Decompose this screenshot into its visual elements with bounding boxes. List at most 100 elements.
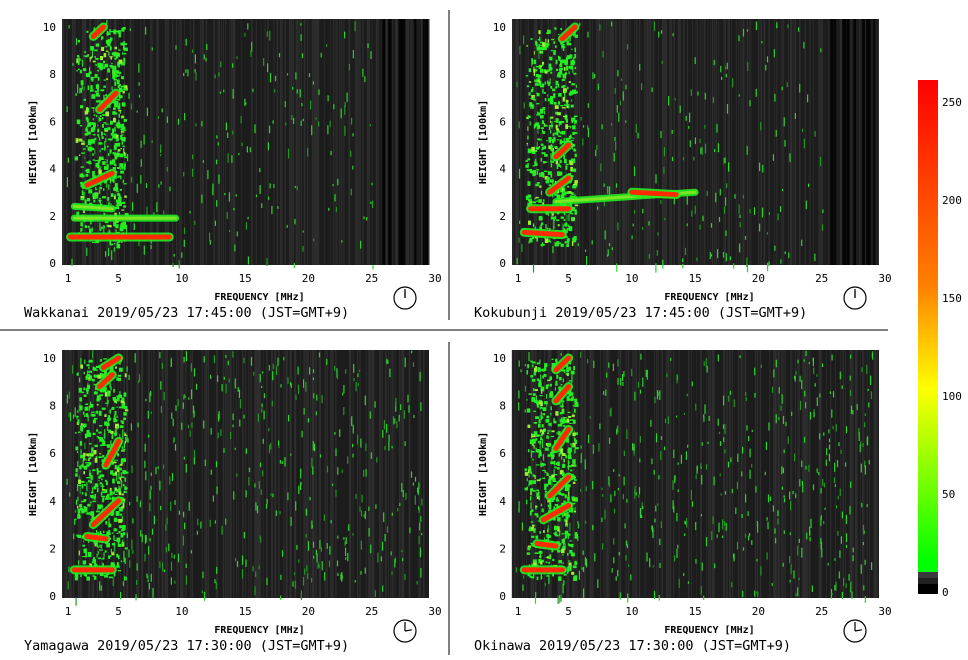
echo-speck xyxy=(92,469,96,472)
echo-speck xyxy=(554,27,557,30)
echo-speck xyxy=(94,160,99,162)
echo-speck xyxy=(121,397,125,401)
echo-speck xyxy=(539,51,542,53)
echo-speck xyxy=(526,486,529,489)
echo-speck xyxy=(568,484,571,488)
echo-speck xyxy=(109,46,112,51)
echo-speck xyxy=(530,201,533,203)
echo-speck xyxy=(122,51,124,55)
echo-speck xyxy=(542,477,546,479)
echo-speck xyxy=(114,57,117,60)
echo-speck xyxy=(98,134,99,138)
echo-speck xyxy=(98,95,100,97)
echo-speck xyxy=(105,497,108,500)
echo-speck xyxy=(559,377,562,381)
echo-speck xyxy=(543,463,546,466)
echo-speck xyxy=(540,386,545,392)
echo-speck xyxy=(566,57,569,60)
echo-speck xyxy=(548,561,551,564)
echo-speck xyxy=(81,173,84,178)
echo-speck xyxy=(554,146,558,148)
echo-speck xyxy=(97,159,100,164)
echo-speck xyxy=(569,361,572,365)
echo-speck xyxy=(574,447,579,450)
echo-speck xyxy=(111,543,116,546)
echo-speck xyxy=(547,171,552,175)
echo-speck xyxy=(101,226,103,229)
y-tick-label: 6 xyxy=(49,115,56,128)
echo-speck xyxy=(549,240,551,243)
x-tick-label: 10 xyxy=(625,605,638,618)
echo-speck xyxy=(117,61,121,67)
y-tick-label: 2 xyxy=(49,210,56,223)
echo-speck xyxy=(574,180,578,184)
y-tick-label: 4 xyxy=(49,495,56,508)
echo-speck xyxy=(540,190,542,195)
echo-speck xyxy=(77,505,79,509)
echo-trace xyxy=(553,384,572,404)
echo-speck xyxy=(77,372,79,375)
echo-speck xyxy=(526,116,529,119)
echo-speck xyxy=(117,142,121,147)
echo-speck xyxy=(75,473,78,477)
echo-speck xyxy=(551,212,554,216)
echo-speck xyxy=(85,375,88,380)
echo-speck xyxy=(562,513,564,518)
echo-speck xyxy=(77,485,82,487)
echo-speck xyxy=(557,139,559,141)
echo-speck xyxy=(121,76,124,80)
echo-speck xyxy=(86,429,90,435)
echo-speck xyxy=(546,436,549,439)
echo-speck xyxy=(119,153,124,158)
echo-speck xyxy=(110,431,114,434)
echo-speck xyxy=(568,416,572,418)
echo-speck xyxy=(121,446,124,449)
station-caption: Wakkanai 2019/05/23 17:45:00 (JST=GMT+9) xyxy=(24,305,349,321)
echo-speck xyxy=(536,200,539,202)
echo-speck xyxy=(99,453,102,455)
echo-speck xyxy=(574,66,577,70)
echo-speck xyxy=(107,153,110,157)
echo-speck xyxy=(536,479,541,482)
echo-speck xyxy=(85,73,90,78)
echo-speck xyxy=(532,434,535,436)
echo-speck xyxy=(79,397,83,402)
echo-speck xyxy=(80,423,83,427)
echo-speck xyxy=(538,367,540,370)
echo-speck xyxy=(531,150,536,154)
echo-speck xyxy=(84,199,87,204)
echo-speck xyxy=(96,162,99,167)
echo-speck xyxy=(85,116,89,121)
echo-speck xyxy=(120,395,122,399)
echo-speck xyxy=(96,429,99,432)
echo-speck xyxy=(92,242,96,243)
echo-speck xyxy=(124,409,129,412)
echo-speck xyxy=(546,435,549,437)
echo-speck xyxy=(570,397,574,402)
echo-speck xyxy=(118,102,121,107)
echo-speck xyxy=(549,502,552,507)
echo-speck xyxy=(122,544,124,547)
y-axis-label: HEIGHT [100km] xyxy=(28,432,39,516)
colorbar-base-band xyxy=(918,578,938,584)
echo-speck xyxy=(113,243,116,245)
echo-speck xyxy=(568,509,572,513)
echo-speck xyxy=(544,70,548,74)
echo-speck xyxy=(101,558,105,560)
echo-speck xyxy=(103,122,107,124)
y-tick-label: 10 xyxy=(493,21,506,34)
echo-speck xyxy=(573,207,575,212)
echo-speck xyxy=(564,530,569,535)
echo-speck xyxy=(555,59,558,65)
echo-speck xyxy=(79,154,81,156)
echo-speck xyxy=(555,360,558,366)
echo-speck xyxy=(113,535,115,541)
colorbar-gradient xyxy=(918,80,938,594)
echo-speck xyxy=(547,504,550,508)
echo-speck xyxy=(95,530,98,534)
echo-speck xyxy=(536,401,539,406)
echo-speck xyxy=(529,168,533,174)
x-tick-label: 1 xyxy=(515,272,522,285)
echo-speck xyxy=(101,148,104,150)
echo-speck xyxy=(551,358,554,360)
